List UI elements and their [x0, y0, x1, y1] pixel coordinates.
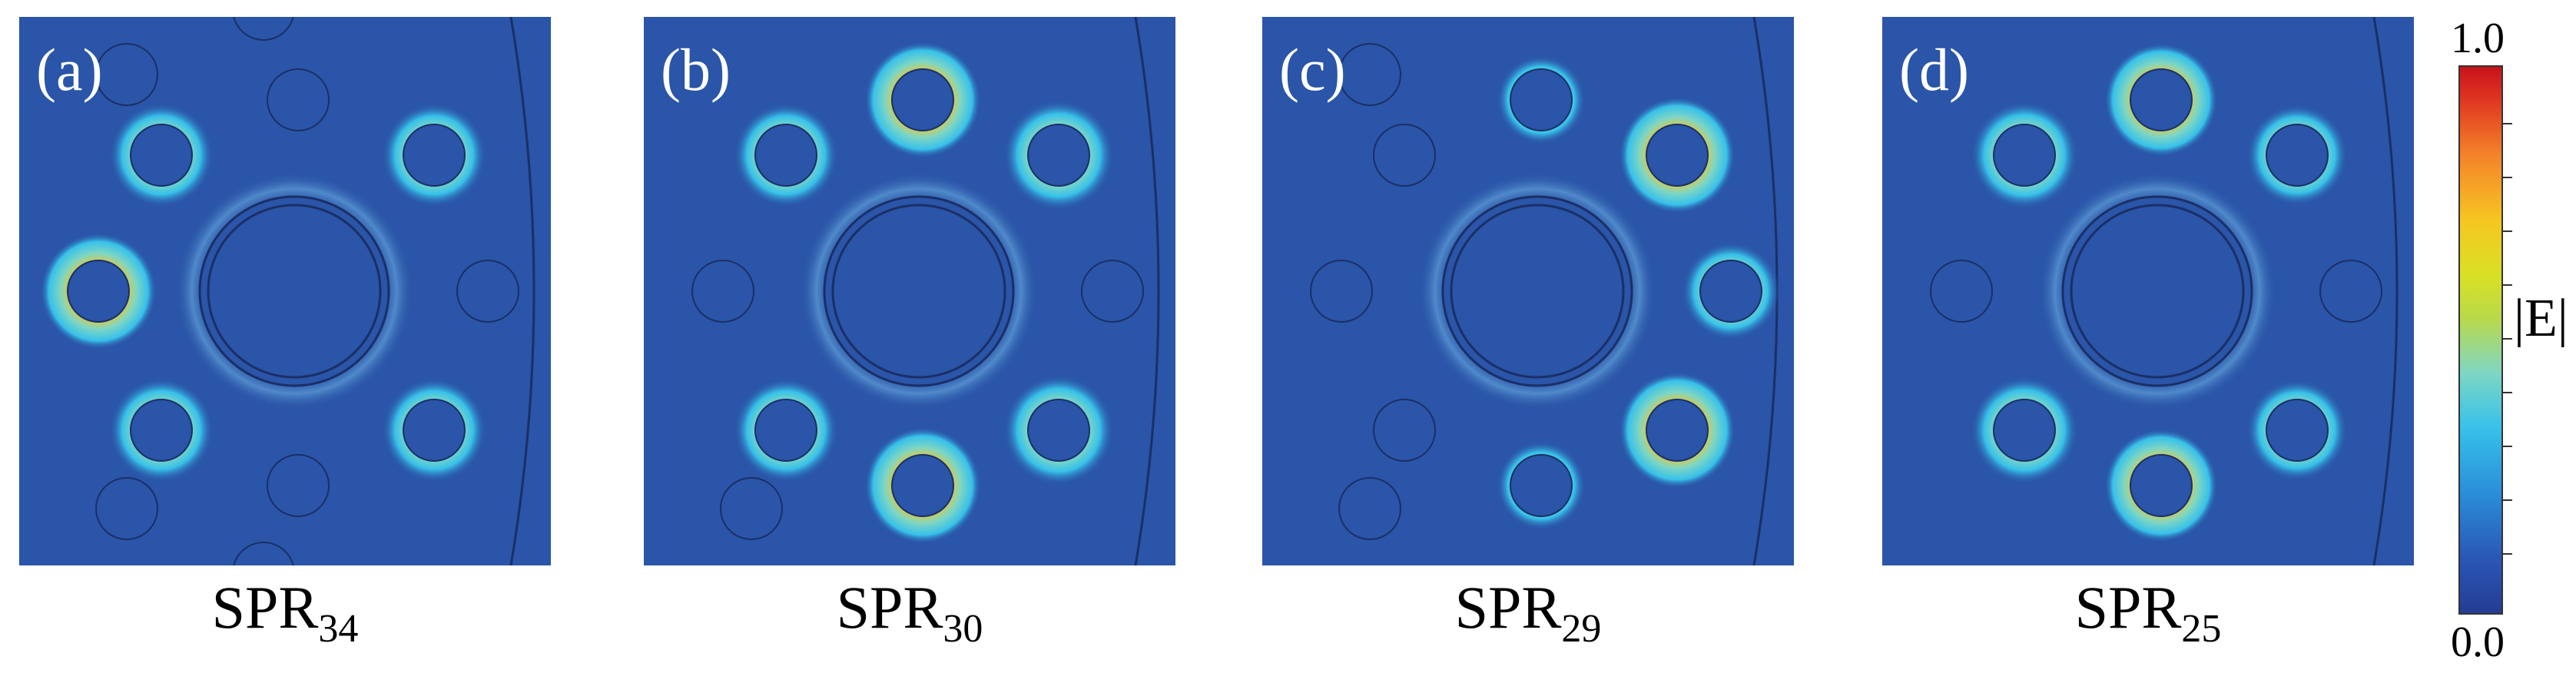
field-panel-b: (b) — [644, 17, 1175, 565]
colorbar-tick — [2503, 230, 2512, 232]
field-panel-d: (d) — [1882, 17, 2414, 565]
colorbar-tick — [2503, 177, 2512, 178]
panel-label-d: (d) — [1899, 36, 1969, 103]
field-map-d — [1882, 17, 2414, 565]
colorbar — [2458, 65, 2503, 615]
colorbar-tick — [2503, 284, 2512, 286]
caption-b: SPR30 — [836, 574, 983, 651]
field-map-a — [19, 17, 551, 565]
colorbar-min-label: 0.0 — [2451, 618, 2505, 666]
field-panel-a: (a) — [19, 17, 551, 565]
hot-hole-group — [40, 103, 486, 482]
panel-label-c: (c) — [1279, 36, 1346, 103]
colorbar-tick — [2503, 338, 2512, 340]
colorbar-max-label: 1.0 — [2451, 15, 2505, 62]
panel-label-a: (a) — [36, 36, 103, 103]
colorbar-quantity-label: |E| — [2514, 289, 2568, 348]
field-map-c — [1262, 17, 1794, 565]
colorbar-tick — [2503, 392, 2512, 393]
colorbar-tick — [2503, 446, 2512, 447]
caption-d: SPR25 — [2074, 574, 2222, 651]
panel-label-b: (b) — [661, 36, 731, 103]
caption-c: SPR29 — [1454, 574, 1602, 651]
colorbar-tick — [2503, 123, 2512, 124]
caption-a: SPR34 — [211, 574, 359, 651]
field-panel-c: (c) — [1262, 17, 1794, 565]
colorbar-tick — [2503, 499, 2512, 501]
colorbar-tick — [2503, 553, 2512, 555]
field-map-b — [644, 17, 1175, 565]
